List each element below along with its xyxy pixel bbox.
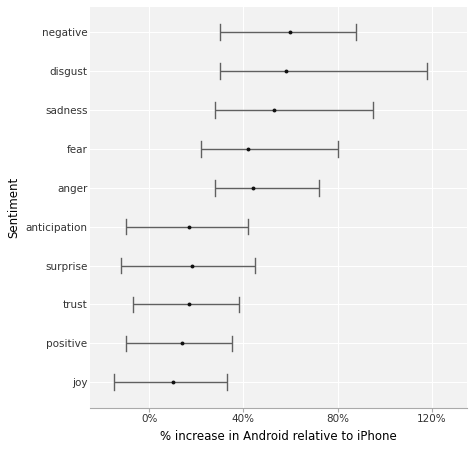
- Y-axis label: Sentiment: Sentiment: [7, 176, 20, 238]
- X-axis label: % increase in Android relative to iPhone: % increase in Android relative to iPhone: [160, 430, 397, 443]
